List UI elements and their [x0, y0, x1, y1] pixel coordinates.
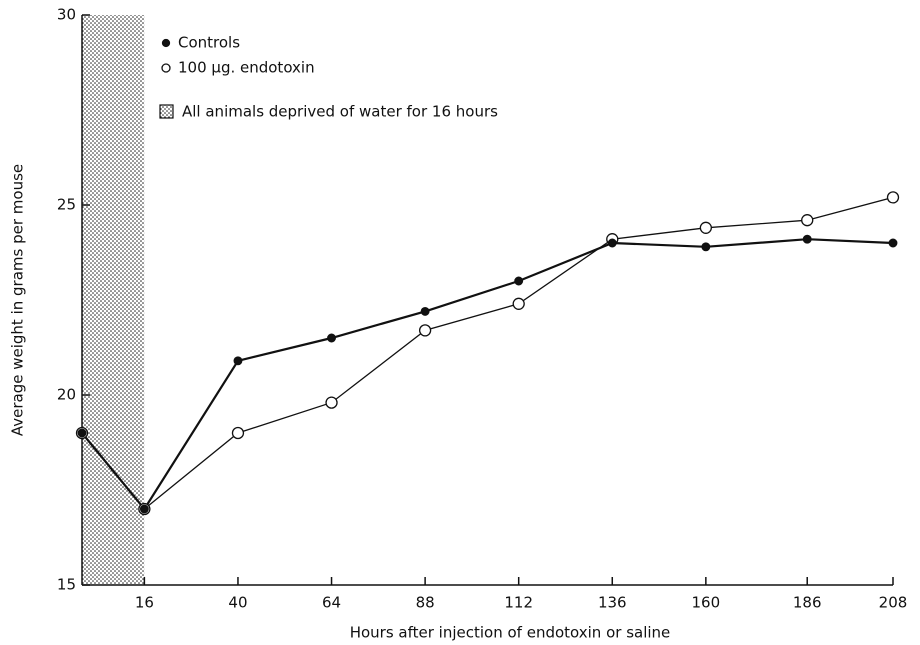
legend-swatch: [159, 104, 174, 119]
data-point: [699, 221, 712, 234]
data-point: [801, 214, 814, 227]
y-tick-label: 30: [57, 6, 76, 24]
x-tick-label: 40: [228, 594, 247, 612]
data-point: [607, 238, 617, 248]
series-line: [81, 196, 894, 510]
series-line: [81, 238, 894, 511]
data-point: [233, 356, 243, 366]
data-point: [418, 324, 432, 337]
x-tick-label: 186: [793, 594, 822, 612]
legend-label: Controls: [178, 34, 240, 52]
legend-label: All animals deprived of water for 16 hou…: [182, 103, 498, 121]
data-point: [514, 276, 524, 286]
x-tick-label: 64: [322, 594, 341, 612]
data-point: [420, 306, 430, 316]
legend-marker: [161, 38, 171, 48]
data-point: [77, 428, 87, 438]
x-tick-label: 208: [879, 594, 908, 612]
x-tick-label: 160: [692, 594, 721, 612]
data-point: [888, 238, 898, 248]
data-point: [802, 234, 812, 244]
x-tick-label: 16: [135, 594, 154, 612]
shaded-region: [82, 15, 145, 585]
data-point: [325, 396, 338, 409]
x-tick-label: 112: [504, 594, 533, 612]
data-point: [701, 242, 711, 252]
legend-label: 100 μg. endotoxin: [178, 59, 315, 77]
x-tick-label: 88: [416, 594, 435, 612]
data-point: [139, 504, 149, 514]
data-point: [231, 426, 245, 440]
y-axis-label: Average weight in grams per mouse: [9, 164, 27, 436]
y-tick-label: 25: [57, 196, 76, 214]
x-axis-label: Hours after injection of endotoxin or sa…: [350, 624, 671, 642]
data-point: [886, 191, 900, 204]
data-point: [327, 333, 336, 343]
y-tick-label: 15: [57, 576, 76, 594]
data-point: [512, 297, 525, 310]
y-tick-label: 20: [57, 386, 76, 404]
legend-marker: [161, 63, 171, 73]
x-tick-label: 136: [598, 594, 627, 612]
